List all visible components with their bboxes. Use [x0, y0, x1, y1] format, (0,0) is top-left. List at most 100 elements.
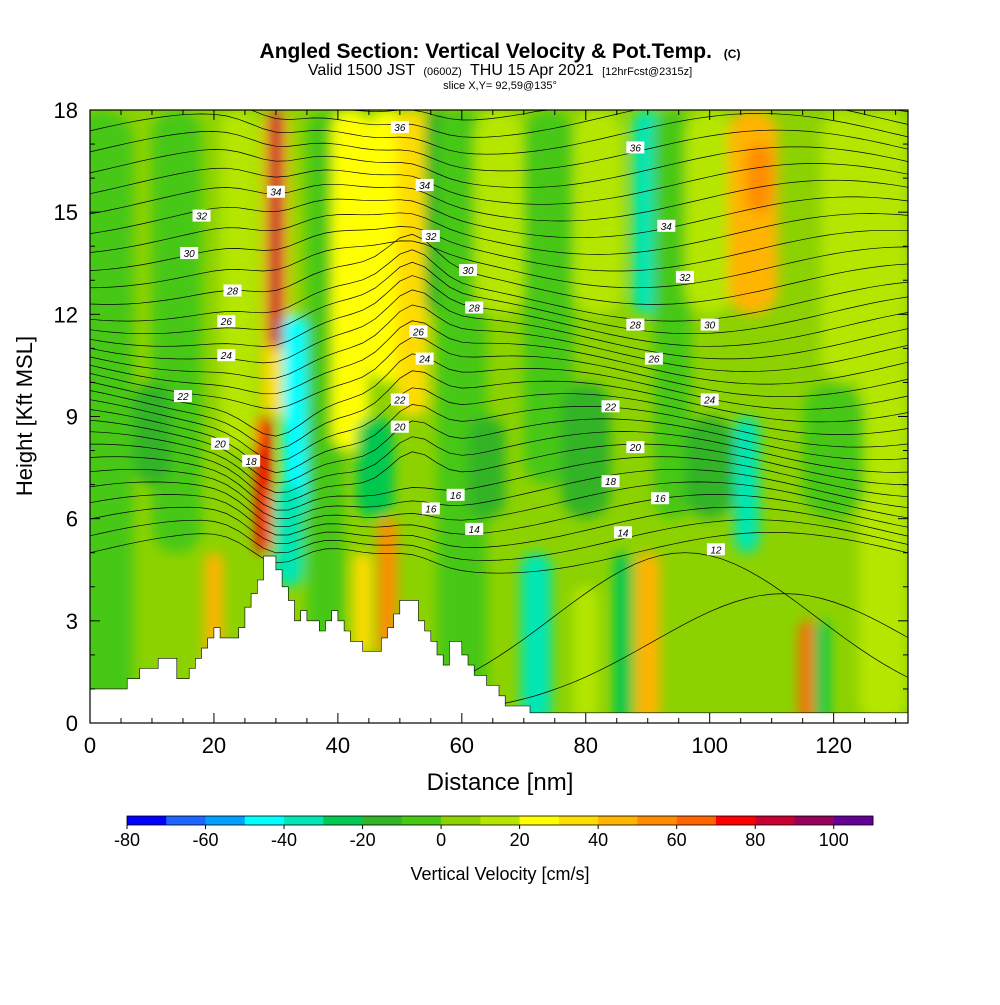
contour-label-text: 26: [647, 355, 660, 366]
contour-label-bg: [644, 352, 663, 365]
contour-label-bg: [390, 393, 409, 406]
svg-text:Valid 1500 JST (0600Z): Valid 1500 JST (0600Z) THU 15 Apr 2021 […: [308, 62, 692, 79]
theta-contour-label: 32: [421, 230, 440, 243]
velocity-cell: [267, 110, 284, 349]
theta-contour: [90, 163, 908, 205]
theta-contour: [90, 387, 908, 462]
contour-label-text: 24: [703, 395, 716, 406]
theta-contour-low: [461, 593, 908, 711]
colorbar-swatch: [519, 816, 560, 825]
theta-contour-label: 16: [446, 488, 465, 502]
contour-label-text: 28: [226, 286, 239, 297]
velocity-cell: [133, 382, 171, 485]
velocity-cell: [378, 518, 397, 655]
contour-labels: 14 14 16 16 16 12 18 18 20 20 20 22 22 22 24 24 24 26 26 26…: [173, 121, 725, 556]
colorbar-swatch: [362, 816, 403, 825]
theta-contour-label: 26: [644, 352, 663, 366]
theta-contour: [90, 370, 908, 450]
contour-label-bg: [700, 318, 719, 331]
contour-label-bg: [626, 318, 645, 331]
theta-contour-label: 16: [651, 492, 670, 505]
theta-contour-label: 20: [390, 420, 409, 434]
contour-label-bg: [465, 301, 484, 314]
colorbar-swatch: [441, 816, 481, 825]
contour-label-bg: [601, 475, 620, 488]
contour-label-text: 28: [629, 321, 642, 332]
theta-contour: [90, 110, 908, 121]
theta-contour: [90, 212, 908, 255]
contour-label-text: 24: [220, 351, 233, 362]
theta-contour-label: 28: [223, 284, 242, 297]
velocity-cell: [220, 110, 258, 451]
contour-label-text: 26: [220, 317, 233, 328]
contour-label-text: 16: [425, 504, 437, 515]
contour-label-text: 32: [196, 212, 208, 223]
contour-label-bg: [421, 230, 440, 243]
contour-label-bg: [626, 141, 645, 154]
theta-contour-label: 22: [390, 393, 409, 406]
theta-contour: [90, 226, 908, 272]
plot-area: 14 14 16 16 16 12 18 18 20 20 20 22 22 22 24 24 24 26 26 26…: [90, 110, 908, 723]
contour-label-text: 30: [462, 266, 474, 277]
theta-contour-label: 18: [601, 475, 620, 488]
theta-contour: [90, 468, 908, 519]
contour-label-bg: [217, 315, 236, 328]
contour-label-text: 34: [419, 181, 431, 192]
contour-label-text: 24: [418, 355, 431, 366]
contour-label-bg: [217, 349, 236, 362]
contour-label-bg: [192, 209, 211, 222]
theta-contour: [90, 443, 908, 502]
colorbar-tick-label: 20: [510, 830, 530, 850]
theta-contour: [90, 431, 908, 493]
contour-label-text: 16: [450, 491, 462, 502]
colorbar-swatch: [323, 816, 363, 825]
x-tick-label: 0: [84, 733, 96, 758]
velocity-cell: [746, 144, 772, 213]
theta-contour: [90, 506, 908, 548]
theta-contour-label: 36: [626, 141, 645, 154]
theta-contour-label: 30: [459, 264, 478, 277]
velocity-cell: [684, 416, 735, 519]
x-tick-label: 20: [202, 733, 226, 758]
theta-contour: [90, 249, 908, 322]
y-tick-label: 18: [54, 98, 78, 123]
velocity-cell: [684, 110, 735, 315]
theta-contour-label: 36: [390, 121, 409, 134]
contour-label-bg: [421, 502, 440, 515]
contour-label-text: 32: [679, 273, 691, 284]
theta-contour: [90, 481, 908, 528]
svg-text:Angled Section: Vertical Veloc: Angled Section: Vertical Velocity & Pot.…: [260, 40, 741, 63]
theta-contour-low: [461, 552, 908, 678]
theta-contour-label: 30: [180, 247, 199, 260]
x-tick-label: 120: [815, 733, 852, 758]
theta-contour-label: 28: [626, 318, 645, 332]
subtitle-zulu: (0600Z): [423, 66, 462, 78]
colorbar-swatch: [676, 816, 717, 825]
y-tick-label: 0: [66, 711, 78, 736]
colorbar-swatch: [166, 816, 206, 825]
theta-contour-label: 34: [415, 178, 434, 192]
theta-contour-label: 24: [700, 393, 719, 406]
contour-label-text: 22: [176, 392, 189, 403]
theta-contour-label: 14: [465, 522, 484, 536]
contour-label-bg: [675, 270, 694, 283]
theta-contour-label: 26: [217, 315, 236, 328]
contour-label-text: 18: [605, 477, 617, 488]
colorbar-swatch: [598, 816, 638, 825]
y-tick-label: 15: [54, 200, 78, 225]
theta-contour-label: 24: [217, 349, 236, 362]
velocity-cell: [858, 110, 908, 723]
subtitle-valid: Valid 1500 JST: [308, 62, 416, 79]
contour-label-bg: [415, 178, 434, 191]
contour-label-text: 12: [710, 545, 722, 556]
velocity-cell: [256, 416, 271, 553]
contour-label-text: 28: [468, 304, 481, 315]
colorbar-swatch: [715, 816, 756, 825]
colorbar-swatch: [755, 816, 795, 825]
colorbar-tick-label: -80: [114, 830, 140, 850]
contour-label-bg: [266, 185, 285, 198]
theta-contour-label: 20: [626, 441, 645, 454]
theta-contour: [90, 146, 908, 188]
theta-contour-label: 22: [601, 400, 620, 413]
theta-contour-label: 20: [211, 437, 230, 451]
